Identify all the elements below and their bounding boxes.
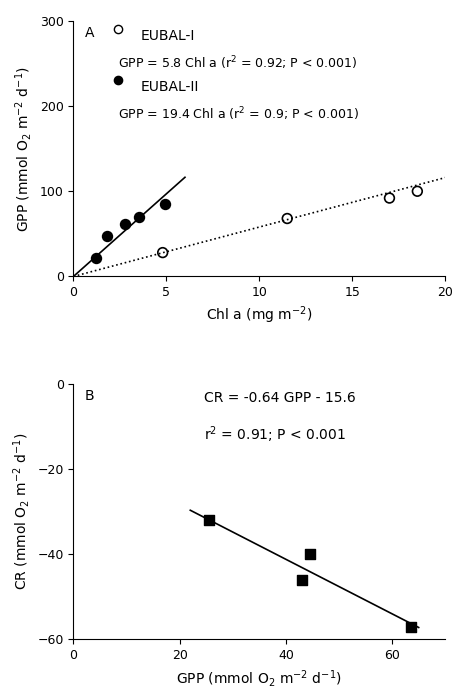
Text: B: B (84, 389, 94, 403)
Point (306, 548, 313, 559)
Point (298, 574, 306, 585)
X-axis label: Chl a (mg m$^{-2}$): Chl a (mg m$^{-2}$) (206, 304, 313, 327)
Point (103, 230, 111, 241)
Y-axis label: CR (mmol O$_2$ m$^{-2}$ d$^{-1}$): CR (mmol O$_2$ m$^{-2}$ d$^{-1}$) (11, 433, 32, 591)
Text: r$^2$ = 0.91; P < 0.001: r$^2$ = 0.91; P < 0.001 (204, 425, 346, 445)
Y-axis label: GPP (mmol O$_2$ m$^{-2}$ d$^{-1}$): GPP (mmol O$_2$ m$^{-2}$ d$^{-1}$) (13, 66, 34, 231)
Point (92, 252, 100, 263)
Point (159, 247, 166, 258)
Point (161, 199, 168, 210)
Text: EUBAL-II: EUBAL-II (140, 80, 199, 94)
Point (122, 218, 129, 229)
Text: GPP = 19.4 Chl a (r$^2$ = 0.9; P < 0.001): GPP = 19.4 Chl a (r$^2$ = 0.9; P < 0.001… (118, 105, 359, 123)
Point (135, 211, 142, 222)
Point (386, 193, 393, 204)
Text: GPP = 5.8 Chl a (r$^2$ = 0.92; P < 0.001): GPP = 5.8 Chl a (r$^2$ = 0.92; P < 0.001… (118, 54, 358, 72)
Point (205, 514, 213, 525)
Text: A: A (84, 26, 94, 40)
X-axis label: GPP (mmol O$_2$ m$^{-2}$ d$^{-1}$): GPP (mmol O$_2$ m$^{-2}$ d$^{-1}$) (176, 668, 342, 689)
Point (284, 213, 291, 224)
Text: EUBAL-I: EUBAL-I (140, 28, 195, 42)
Point (414, 186, 421, 197)
Point (407, 621, 414, 632)
Text: CR = -0.64 GPP - 15.6: CR = -0.64 GPP - 15.6 (204, 391, 355, 405)
